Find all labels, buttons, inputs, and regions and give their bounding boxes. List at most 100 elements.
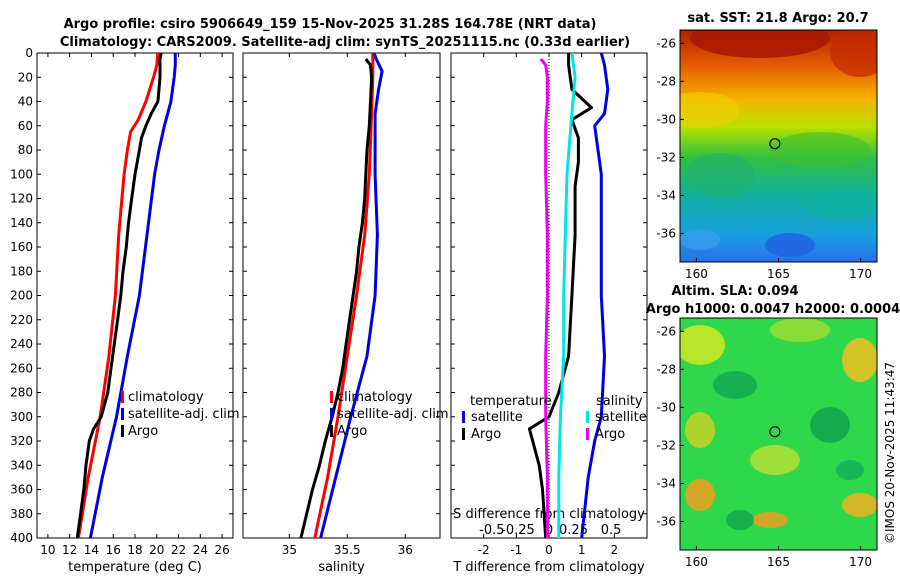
series-line-argo [299, 58, 374, 539]
series-line-temperature-satellite [580, 52, 610, 539]
series-line-climatology [76, 52, 160, 539]
map-y-tick-label: -32 [656, 150, 676, 164]
legend-swatch [586, 428, 589, 440]
map-x-tick-label: 170 [849, 267, 872, 281]
sla-profile-location-marker [769, 426, 781, 438]
sla-map-title-2: Argo h1000: 0.0047 h2000: 0.0004 [646, 302, 900, 317]
x-tick-label: 14 [84, 543, 99, 557]
map-x-tick-label: 165 [767, 267, 790, 281]
x-tick-label: 35 [282, 543, 297, 557]
sla-map-ticks: 160 165 170 -26 -28 -30 -32 -34 -36 [656, 324, 872, 569]
differences-axes-frame [450, 52, 648, 539]
legend-swatch [121, 391, 124, 403]
sst-map-field [680, 30, 877, 262]
depth-tick-label: 320 [10, 434, 33, 448]
legend-label: satellite-adj. clim [337, 407, 449, 422]
legend-label: satellite-adj. clim [128, 407, 240, 422]
legend-label: satellite [471, 410, 523, 425]
depth-tick-label: 20 [18, 70, 33, 84]
legend-label: satellite [595, 410, 647, 425]
x-tick-label: 2 [611, 543, 619, 557]
x-tick-label: 18 [127, 543, 142, 557]
depth-tick-label: 400 [10, 531, 33, 545]
salinity-panel: 35 35.5 36 salinity climatology satellite-adj… [242, 52, 449, 575]
legend-swatch [121, 425, 124, 437]
map-x-tick-label: 160 [685, 555, 708, 569]
legend-label: Argo [337, 424, 367, 439]
legend-label: Argo [128, 424, 158, 439]
map-x-tick-label: 165 [767, 555, 790, 569]
legend-swatch [121, 408, 124, 420]
top-x-tick-label: -0.5 [479, 523, 504, 538]
x-tick-label: 26 [214, 543, 229, 557]
map-y-tick-label: -26 [656, 324, 676, 338]
temperature-xlabel: temperature (deg C) [68, 560, 202, 575]
sla-map: Altim. SLA: 0.094 Argo h1000: 0.0047 h20… [646, 284, 900, 569]
legend-label: climatology [128, 390, 204, 405]
depth-tick-label: 180 [10, 264, 33, 278]
map-y-tick-label: -26 [656, 36, 676, 50]
series-line-temperature-argo [527, 53, 593, 539]
sst-map-ticks: 160 165 170 -26 -28 -30 -32 -34 -36 [656, 36, 872, 281]
top-x-tick-label: -0.25 [501, 523, 535, 538]
depth-tick-label: 60 [18, 119, 33, 133]
x-tick-label: 35.5 [334, 543, 361, 557]
title-line-1: Argo profile: csiro 5906649_159 15-Nov-2… [64, 17, 597, 32]
diff-top-xlabel: S difference from climatology [453, 507, 645, 522]
depth-tick-label: 300 [10, 410, 33, 424]
sla-map-field [680, 318, 877, 550]
depth-tick-label: 0 [25, 46, 33, 60]
x-tick-label: 0 [545, 543, 553, 557]
depth-tick-label: 240 [10, 337, 33, 351]
x-tick-label: 16 [106, 543, 121, 557]
legend-swatch [586, 411, 589, 423]
depth-tick-label: 260 [10, 361, 33, 375]
salinity-axes-frame [242, 52, 441, 539]
map-x-tick-label: 160 [685, 267, 708, 281]
depth-tick-label: 120 [10, 192, 33, 206]
series-line-salinity-argo [539, 58, 549, 538]
x-tick-label: -1 [510, 543, 522, 557]
depth-tick-label: 220 [10, 313, 33, 327]
series-line-satellite-adj-clim [88, 53, 177, 539]
sst-map: sat. SST: 21.8 Argo: 20.7 160 165 170 -26 -2… [656, 11, 878, 281]
legend-title-temperature: temperature [470, 394, 552, 409]
map-y-tick-label: -34 [656, 188, 676, 202]
map-y-tick-label: -32 [656, 438, 676, 452]
legend-label: Argo [471, 427, 501, 442]
legend-swatch [462, 428, 465, 440]
x-tick-label: 22 [171, 543, 186, 557]
salinity-xlabel: salinity [318, 560, 365, 575]
differences-xlabel: T difference from climatology [452, 560, 645, 575]
temperature-axes-frame [36, 52, 234, 539]
copyright-stamp: ©IMOS 20-Nov-2025 11:43:47 [883, 362, 897, 544]
x-tick-label: 10 [40, 543, 55, 557]
legend-swatch [330, 408, 333, 420]
x-tick-label: -2 [478, 543, 490, 557]
map-y-tick-label: -36 [656, 226, 676, 240]
x-tick-label: 1 [578, 543, 586, 557]
x-tick-label: 24 [193, 543, 208, 557]
sst-map-title: sat. SST: 21.8 Argo: 20.7 [687, 11, 868, 26]
series-line-argo [75, 52, 163, 539]
legend-swatch [462, 411, 465, 423]
map-y-tick-label: -28 [656, 74, 676, 88]
x-tick-label: 36 [398, 543, 413, 557]
series-line-salinity-satellite [557, 52, 577, 538]
x-tick-label: 20 [149, 543, 164, 557]
top-x-tick-label: 0 [545, 523, 553, 538]
map-y-tick-label: -34 [656, 476, 676, 490]
legend-swatch [330, 425, 333, 437]
sla-map-title-1: Altim. SLA: 0.094 [672, 284, 799, 299]
map-y-tick-label: -28 [656, 362, 676, 376]
depth-tick-label: 380 [10, 507, 33, 521]
map-y-tick-label: -36 [656, 514, 676, 528]
top-x-tick-label: 0.5 [601, 523, 622, 538]
depth-tick-label: 80 [18, 143, 33, 157]
depth-tick-label: 340 [10, 458, 33, 472]
depth-tick-label: 140 [10, 216, 33, 230]
depth-tick-label: 40 [18, 95, 33, 109]
map-y-tick-label: -30 [656, 400, 676, 414]
x-tick-label: 12 [62, 543, 77, 557]
